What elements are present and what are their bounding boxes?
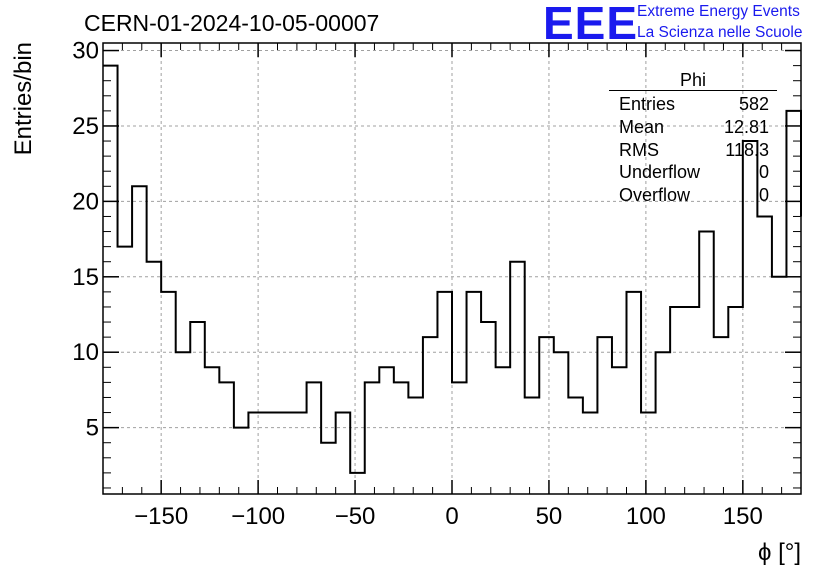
- histogram-bin: [612, 367, 627, 494]
- histogram-bin: [248, 413, 263, 494]
- histogram-bin: [699, 232, 714, 494]
- stats-row-rms: RMS 118.3: [609, 139, 777, 162]
- tick-labels: −150 −100 −50 0 50 100 150 5 10 15 20 25 30: [72, 38, 763, 530]
- x-tick-label: −150: [134, 503, 188, 530]
- histogram-bin: [379, 367, 394, 494]
- stats-row-mean: Mean 12.81: [609, 116, 777, 139]
- histogram-bin: [205, 367, 220, 494]
- y-tick-label: 15: [72, 264, 99, 291]
- histogram-bin: [394, 382, 409, 494]
- histogram-bin: [365, 382, 380, 494]
- y-tick-label: 25: [72, 113, 99, 140]
- histogram-bin: [583, 413, 598, 494]
- histogram-bin: [772, 277, 787, 494]
- axis-ticks: [103, 43, 801, 494]
- y-axis-label: Entries/bin: [10, 42, 37, 155]
- stats-row-overflow: Overflow 0: [609, 184, 777, 207]
- stats-value: 0: [758, 185, 769, 206]
- stats-value: 582: [738, 94, 769, 114]
- histogram-bin: [161, 292, 176, 494]
- y-tick-label: 30: [72, 38, 99, 65]
- stats-key: Overflow: [619, 185, 691, 206]
- x-tick-label: 0: [445, 503, 458, 530]
- histogram-bin: [176, 352, 191, 494]
- stats-key: RMS: [619, 139, 659, 160]
- stats-row-entries: Entries 582: [609, 93, 777, 116]
- histogram-bin: [467, 292, 482, 494]
- eee-logo: EEE: [543, 0, 639, 49]
- logo-subtitle-2: La Scienza nelle Scuole: [637, 24, 803, 41]
- histogram-bin: [728, 307, 743, 494]
- histogram-bin: [539, 337, 554, 494]
- stats-value: 12.81: [723, 116, 769, 137]
- run-title: CERN-01-2024-10-05-00007: [84, 10, 380, 36]
- stats-key: Entries: [619, 94, 676, 114]
- stats-divider: [609, 90, 777, 91]
- x-tick-label: 100: [626, 503, 666, 530]
- histogram-bin: [685, 307, 700, 494]
- histogram-bin: [423, 337, 438, 494]
- y-tick-label: 10: [72, 339, 99, 366]
- histogram-line: [103, 64, 802, 474]
- x-tick-label: −100: [231, 503, 285, 530]
- logo-subtitle-1: Extreme Energy Events: [637, 3, 800, 20]
- histogram-bin: [234, 428, 249, 494]
- histogram-bin: [118, 247, 133, 494]
- histogram-bin: [103, 66, 118, 494]
- histogram-bin: [554, 352, 569, 494]
- y-tick-label: 5: [86, 415, 99, 442]
- histogram-series: [103, 64, 802, 494]
- histogram-bin: [670, 307, 685, 494]
- histogram-bin: [627, 292, 642, 494]
- x-tick-label: 50: [536, 503, 563, 530]
- stats-value: 118.3: [725, 139, 769, 160]
- stats-key: Mean: [619, 116, 665, 137]
- stats-value: 0: [758, 162, 769, 183]
- histogram-bin: [132, 186, 147, 494]
- histogram-bin: [263, 413, 278, 494]
- histogram-bin: [437, 292, 452, 494]
- stats-box: Phi Entries 582 Mean 12.81 RMS 118.3 Und…: [609, 70, 777, 207]
- histogram-bin: [190, 322, 205, 494]
- histogram-bin: [219, 382, 234, 494]
- x-axis-label: ϕ [°]: [758, 539, 801, 566]
- histogram-bin: [597, 337, 612, 494]
- stats-title: Phi: [679, 70, 706, 90]
- histogram-bin: [525, 397, 540, 494]
- histogram-bin: [452, 382, 467, 494]
- histogram-bin: [408, 397, 423, 494]
- histogram-bin: [307, 382, 322, 494]
- histogram-bin: [641, 413, 656, 494]
- histogram-bin: [496, 367, 511, 494]
- histogram-bin: [568, 397, 583, 494]
- x-tick-label: 150: [723, 503, 763, 530]
- histogram-bin: [786, 111, 801, 494]
- histogram-bin: [147, 262, 162, 494]
- stats-row-underflow: Underflow 0: [609, 161, 777, 184]
- histogram-bin: [336, 413, 351, 494]
- histogram-bin: [757, 216, 772, 494]
- histogram-bin: [714, 337, 729, 494]
- x-tick-label: −50: [335, 503, 376, 530]
- histogram-bin: [292, 413, 307, 494]
- stats-key: Underflow: [619, 162, 701, 183]
- histogram-bin: [278, 413, 293, 494]
- histogram-bin: [481, 322, 496, 494]
- histogram-bin: [510, 262, 525, 494]
- y-tick-label: 20: [72, 188, 99, 215]
- histogram-bin: [656, 352, 671, 494]
- histogram-bin: [350, 473, 365, 494]
- histogram-bin: [321, 443, 336, 494]
